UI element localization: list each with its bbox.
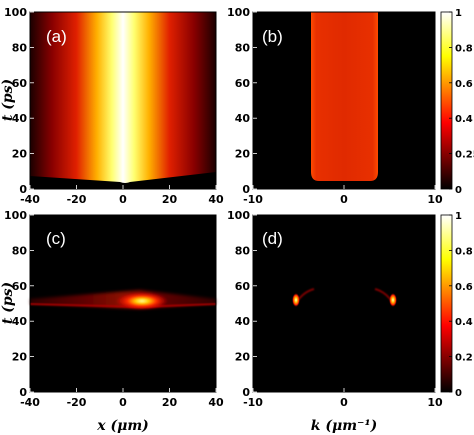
x-tick-label: -40	[20, 193, 40, 206]
panel-b: (b)	[253, 12, 435, 189]
panel-b-band	[311, 12, 378, 181]
y-tick-label: 100	[4, 6, 27, 19]
y-tick-label: 100	[227, 6, 250, 19]
colorbar-tick-label: 0.6	[455, 282, 473, 293]
colorbar-tick-label: 0	[455, 185, 462, 196]
panel-a-dark-onset	[30, 172, 216, 189]
x-axis-label-left: x (μm)	[96, 418, 149, 434]
panel-a: (a)	[30, 12, 216, 189]
panel-d: (d)	[253, 215, 435, 392]
colorbar-tick-label: 0.2	[455, 353, 473, 364]
colorbar-tick-label: 0.8	[455, 43, 473, 54]
y-tick-label: 0	[19, 386, 27, 399]
x-tick-label: -10	[243, 193, 263, 206]
y-tick-label: 100	[227, 209, 250, 222]
x-tick-label: -20	[67, 193, 87, 206]
x-tick-label: -40	[20, 396, 40, 409]
y-tick-label: 60	[235, 280, 251, 293]
y-axis-label-top: t (ps)	[0, 79, 16, 121]
y-tick-label: 40	[235, 112, 251, 125]
x-tick-label: 20	[162, 193, 178, 206]
y-tick-label: 40	[12, 112, 28, 125]
y-tick-label: 40	[235, 315, 251, 328]
x-axis-label-right: k (μm⁻¹)	[311, 418, 377, 434]
x-tick-label: 20	[162, 396, 178, 409]
x-tick-label: -20	[67, 396, 87, 409]
colorbar-top	[440, 11, 453, 190]
y-tick-label: 60	[235, 77, 251, 90]
colorbar-tick-label: 0.4	[455, 114, 473, 125]
y-tick-label: 80	[235, 41, 251, 54]
y-tick-label: 40	[12, 315, 28, 328]
colorbar-tick-label: 1	[455, 211, 462, 222]
y-tick-label: 80	[12, 244, 28, 257]
y-tick-label: 60	[12, 77, 28, 90]
y-tick-label: 100	[4, 209, 27, 222]
x-tick-label: 40	[208, 193, 224, 206]
colorbar-tick-label: 0.4	[455, 317, 473, 328]
y-tick-label: 20	[12, 351, 28, 364]
y-tick-label: 0	[242, 183, 250, 196]
y-tick-label: 20	[235, 351, 251, 364]
colorbar-tick-label: 0	[455, 388, 462, 399]
x-tick-label: 0	[340, 193, 348, 206]
y-tick-label: 80	[12, 41, 28, 54]
y-tick-label: 60	[12, 280, 28, 293]
panel-a-background	[30, 12, 216, 189]
colorbar-tick-label: 1	[455, 8, 462, 19]
x-tick-label: 0	[119, 396, 127, 409]
x-tick-label: 40	[208, 396, 224, 409]
x-tick-label: -10	[243, 396, 263, 409]
panel-c-peak	[116, 292, 168, 310]
y-tick-label: 20	[12, 148, 28, 161]
y-tick-label: 80	[235, 244, 251, 257]
y-tick-label: 0	[242, 386, 250, 399]
colorbar-tick-label: 0.25	[455, 150, 474, 161]
x-tick-label: 0	[340, 396, 348, 409]
x-tick-label: 0	[119, 193, 127, 206]
panel-d-background	[253, 215, 435, 392]
panel-d-right-spot	[389, 293, 397, 307]
panel-c: (c)	[29, 215, 217, 392]
y-axis-label-bottom: t (ps)	[0, 282, 16, 324]
colorbar-tick-label: 0.6	[455, 79, 473, 90]
y-tick-label: 20	[235, 148, 251, 161]
panel-label-d: (d)	[262, 229, 283, 248]
panel-label-a: (a)	[46, 27, 67, 46]
panel-label-b: (b)	[262, 27, 283, 46]
panel-label-c: (c)	[46, 229, 66, 248]
colorbar-tick-label: 0.8	[455, 246, 473, 257]
panel-d-left-spot	[292, 293, 300, 307]
x-tick-label: 10	[427, 193, 443, 206]
x-tick-label: 10	[427, 396, 443, 409]
colorbar-bottom	[440, 214, 453, 393]
y-tick-label: 0	[19, 183, 27, 196]
